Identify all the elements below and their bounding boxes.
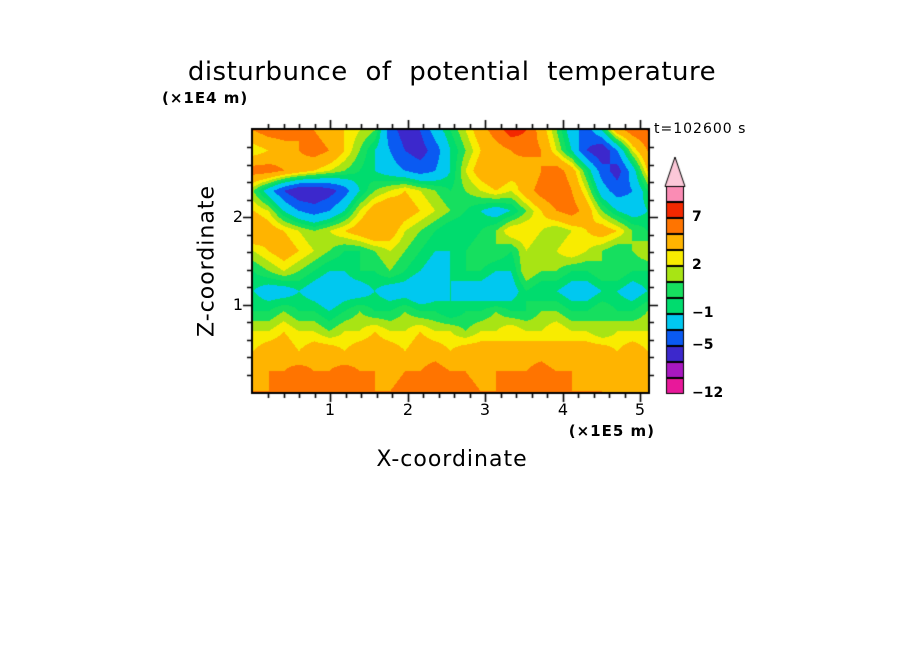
colorbar-tick-label: −12: [692, 385, 724, 401]
colorbar-tick-label: 7: [692, 209, 702, 225]
x-tick-label: 2: [402, 400, 414, 419]
x-tick-label: 3: [479, 400, 491, 419]
x-axis-title: X-coordinate: [376, 447, 528, 472]
y-axis-title: Z-coordinate: [194, 185, 220, 337]
time-annotation: t=102600 s: [654, 121, 747, 137]
colorbar-tick-label: −1: [692, 305, 714, 321]
y-tick-label: 1: [232, 295, 243, 314]
y-axis-unit-label: (×1E4 m): [162, 89, 249, 107]
x-tick-label: 5: [634, 400, 646, 419]
x-tick-label: 1: [324, 400, 336, 419]
x-axis-unit-label: (×1E5 m): [568, 422, 655, 440]
colorbar-tick-label: 2: [692, 257, 702, 273]
y-tick-label: 2: [232, 207, 243, 226]
x-tick-label: 4: [557, 400, 569, 419]
chart-title: disturbunce of potential temperature: [187, 57, 717, 87]
colorbar-tick-label: −5: [692, 337, 714, 353]
